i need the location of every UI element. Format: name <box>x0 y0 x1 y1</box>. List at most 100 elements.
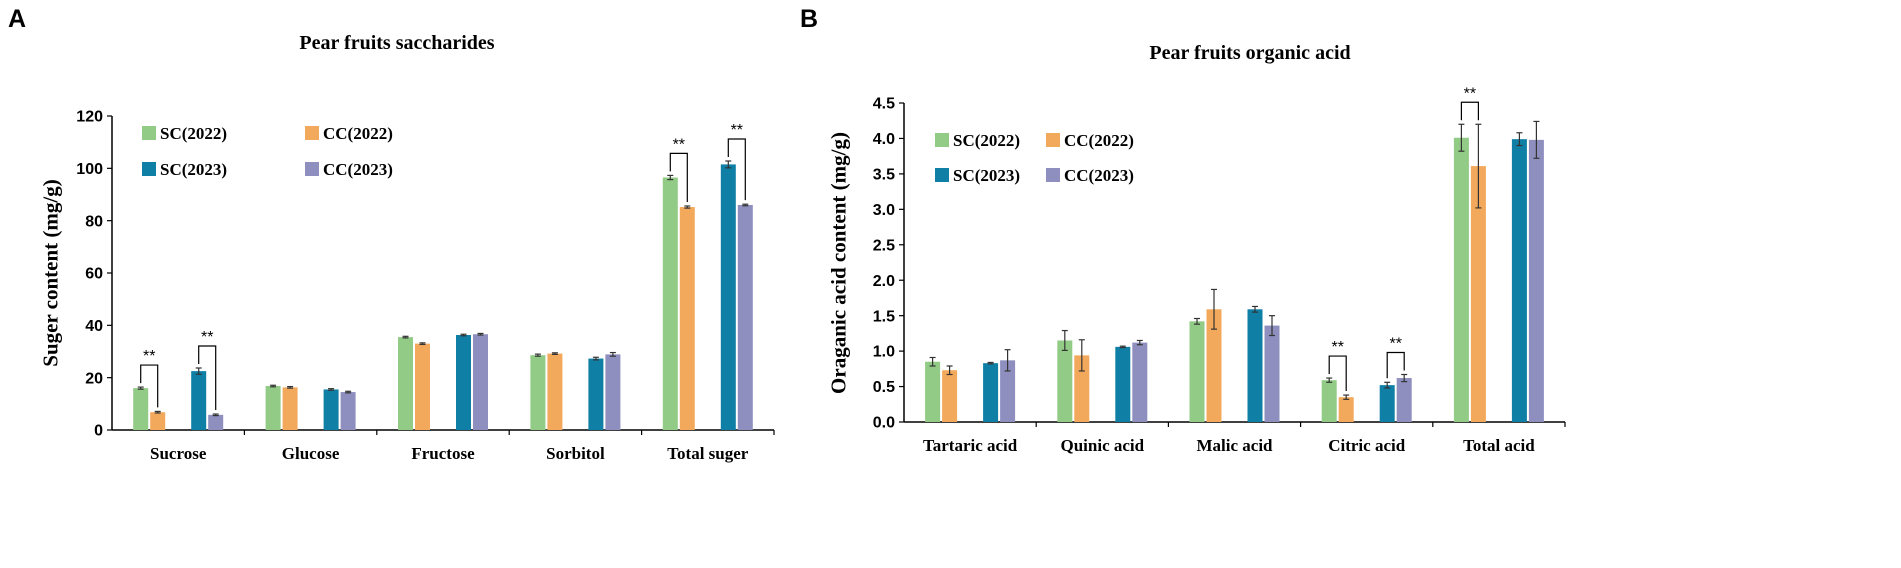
legend-swatch <box>305 162 319 176</box>
bar <box>737 204 753 430</box>
legend-label: CC(2023) <box>323 160 393 179</box>
bar <box>1057 340 1073 422</box>
y-tick-label: 0.5 <box>873 379 895 396</box>
significance-bracket <box>1460 101 1480 121</box>
bar <box>191 371 207 430</box>
bar <box>1264 325 1280 422</box>
bar <box>1000 360 1016 422</box>
significance-bracket <box>140 364 159 408</box>
legend-label: CC(2022) <box>1064 131 1134 150</box>
bar <box>1453 137 1469 423</box>
significance-label: ** <box>1331 339 1343 356</box>
legend-label: SC(2023) <box>953 166 1020 185</box>
bar <box>662 177 678 430</box>
y-tick-label: 2.0 <box>873 273 895 290</box>
x-tick-label: Tartaric acid <box>923 436 1018 455</box>
bar <box>679 207 695 430</box>
bar <box>983 363 999 422</box>
bar <box>456 335 471 430</box>
chart-title: Pear fruits saccharides <box>299 32 494 54</box>
bar <box>588 358 604 430</box>
bar <box>473 334 488 430</box>
x-tick-label: Fructose <box>411 444 475 463</box>
legend-swatch <box>142 162 156 176</box>
legend-label: SC(2022) <box>160 124 227 143</box>
legend-label: SC(2023) <box>160 160 227 179</box>
legend-label: CC(2023) <box>1064 166 1134 185</box>
bar <box>208 414 224 430</box>
y-axis-label: Suger content (mg/g) <box>38 179 62 366</box>
legend-swatch <box>305 126 319 140</box>
y-tick-label: 100 <box>76 161 103 178</box>
y-tick-label: 60 <box>85 266 103 283</box>
bar <box>1321 380 1337 422</box>
y-tick-label: 80 <box>85 213 103 230</box>
legend-swatch <box>142 126 156 140</box>
y-axis-label: Oraganic acid content (mg/g) <box>826 132 850 394</box>
panel-a-chart: A Pear fruits saccharides Suger content (m… <box>8 5 775 463</box>
bar <box>1379 385 1395 422</box>
bar <box>925 361 941 422</box>
y-tick-label: 2.5 <box>873 237 895 254</box>
bar <box>1115 346 1131 422</box>
bar <box>1132 342 1148 422</box>
bar <box>133 388 149 430</box>
significance-bracket <box>727 138 746 201</box>
x-tick-label: Sucrose <box>150 444 207 463</box>
significance-bracket <box>1386 351 1405 379</box>
y-tick-label: 120 <box>76 109 103 126</box>
panel-b-chart: B Pear fruits organic acid Oraganic acid c… <box>800 5 1566 455</box>
bar <box>605 354 621 430</box>
bar <box>1247 309 1263 422</box>
bar <box>1189 321 1205 422</box>
panel-letter: A <box>8 5 26 33</box>
legend-swatch <box>935 168 949 182</box>
panel-letter: B <box>800 5 818 33</box>
x-tick-label: Citric acid <box>1328 436 1405 455</box>
bar <box>547 353 563 430</box>
y-tick-label: 4.5 <box>873 96 895 113</box>
bar <box>1396 378 1412 422</box>
y-tick-label: 3.5 <box>873 166 895 183</box>
chart-title: Pear fruits organic acid <box>1149 42 1350 64</box>
y-tick-label: 4.0 <box>873 131 895 148</box>
significance-label: ** <box>143 348 155 365</box>
bar <box>1528 139 1544 422</box>
bar <box>942 370 958 422</box>
bar <box>530 355 546 430</box>
significance-bracket <box>198 345 217 411</box>
significance-label: ** <box>1389 336 1401 353</box>
y-tick-label: 3.0 <box>873 202 895 219</box>
significance-label: ** <box>673 136 685 153</box>
x-tick-label: Malic acid <box>1196 436 1273 455</box>
significance-label: ** <box>201 329 213 346</box>
bar <box>398 337 413 430</box>
significance-label: ** <box>731 122 743 139</box>
y-tick-label: 0.0 <box>873 415 895 432</box>
bar <box>415 343 430 430</box>
bar <box>323 389 339 430</box>
bar <box>1206 309 1222 422</box>
significance-bracket <box>1328 355 1347 392</box>
bar <box>150 412 166 430</box>
bar <box>720 164 736 431</box>
x-tick-label: Total suger <box>667 444 749 463</box>
x-tick-label: Quinic acid <box>1060 436 1144 455</box>
bar <box>1338 397 1354 422</box>
bar <box>1074 355 1090 422</box>
x-tick-label: Sorbitol <box>546 444 605 463</box>
bar <box>282 387 298 430</box>
y-tick-label: 1.0 <box>873 344 895 361</box>
x-tick-label: Total acid <box>1463 436 1535 455</box>
bar <box>1511 139 1527 423</box>
y-tick-label: 0 <box>94 423 103 440</box>
legend-label: CC(2022) <box>323 124 393 143</box>
bar <box>1470 166 1486 422</box>
legend-swatch <box>1046 133 1060 147</box>
y-tick-label: 20 <box>85 370 103 387</box>
y-tick-label: 1.5 <box>873 308 895 325</box>
y-tick-label: 40 <box>85 318 103 335</box>
bar <box>340 392 356 430</box>
x-tick-label: Glucose <box>282 444 340 463</box>
